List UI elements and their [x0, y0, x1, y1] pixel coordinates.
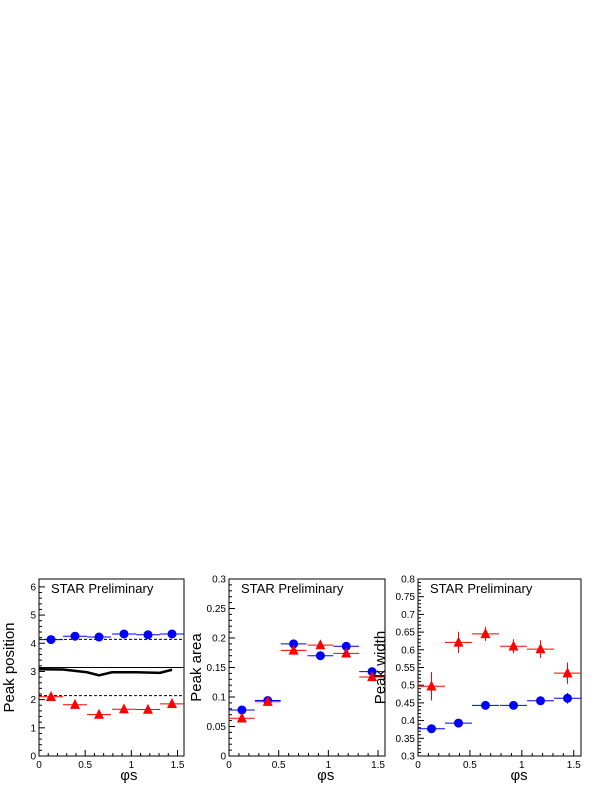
data-point-circle [509, 700, 519, 710]
data-point-triangle [508, 640, 519, 651]
y-tick-label: 0.4 [401, 716, 415, 727]
x-tick-label: 1.5 [567, 760, 581, 771]
y-tick-label: 4 [30, 639, 36, 650]
data-point-circle [480, 700, 490, 710]
data-point-triangle [341, 647, 352, 658]
y-axis-title: Peak area [188, 633, 205, 702]
data-point-triangle [367, 671, 378, 682]
data-point-triangle [562, 667, 573, 678]
data-point-triangle [315, 639, 326, 650]
data-point-circle [426, 724, 436, 734]
data-point-circle [167, 629, 177, 639]
x-tick-label: 1 [519, 760, 525, 771]
thick-curve [38, 667, 173, 677]
data-point-circle [119, 629, 129, 639]
x-tick-label: 0 [226, 760, 232, 771]
data-point-circle [237, 705, 247, 715]
x-axis-title: φs [120, 767, 137, 784]
data-point-circle [563, 693, 573, 703]
y-tick-label: 0.1 [212, 693, 226, 704]
x-tick-label: 1 [129, 760, 135, 771]
x-tick-label: 1 [326, 760, 332, 771]
y-tick-label: 0.25 [207, 604, 227, 615]
x-tick-label: 1.5 [371, 760, 385, 771]
data-point-triangle [142, 703, 153, 714]
x-tick-label: 1.5 [171, 760, 185, 771]
y-tick-label: 0.3 [212, 575, 226, 586]
y-tick-label: 6 [30, 582, 36, 593]
y-tick-label: 0.2 [212, 634, 226, 645]
data-point-circle [94, 632, 104, 642]
y-tick-label: 0 [30, 752, 36, 763]
y-tick-label: 5 [30, 611, 36, 622]
x-tick-label: 0 [36, 760, 42, 771]
data-point-triangle [262, 695, 273, 706]
y-tick-label: 0.65 [396, 628, 416, 639]
data-point-triangle [453, 636, 464, 647]
y-tick-label: 0 [220, 752, 226, 763]
y-tick-label: 0.3 [401, 752, 415, 763]
y-tick-label: 0.35 [396, 734, 416, 745]
y-tick-label: 0.7 [401, 610, 415, 621]
data-point-triangle [480, 628, 491, 639]
y-axis-title: Peak position [1, 622, 18, 712]
data-point-triangle [166, 698, 177, 709]
y-tick-label: 0.6 [401, 645, 415, 656]
panel-label: STAR Preliminary [51, 581, 154, 596]
data-point-circle [315, 651, 325, 661]
data-point-triangle [288, 644, 299, 655]
chart-panel-2: 0 0.05 0.1 0.15 0.2 0.25 0.3 0 0.5 1 1.5 STAR Preli… [188, 575, 386, 784]
data-point-circle [143, 630, 153, 640]
x-tick-label: 0.5 [78, 760, 92, 771]
data-point-triangle [46, 691, 57, 702]
x-tick-label: 0 [415, 760, 421, 771]
chart-panel-3: 0.3 0.35 0.4 0.45 0.5 0.55 0.6 0.65 0.7 0.75 0.8 0 0… [372, 575, 582, 784]
chart-panel-1: 0 1 2 3 4 5 6 0 0.5 1 1.5 STAR Preliminary Peak posi… [1, 578, 185, 784]
y-tick-label: 0.8 [401, 575, 415, 586]
y-tick-label: 0.05 [207, 722, 227, 733]
x-axis-title: φs [317, 767, 334, 784]
y-tick-label: 2 [30, 695, 36, 706]
data-point-circle [341, 641, 351, 651]
panel-label: STAR Preliminary [241, 581, 344, 596]
y-tick-label: 0.5 [401, 681, 415, 692]
y-tick-label: 0.15 [207, 663, 227, 674]
x-tick-label: 0.5 [463, 760, 477, 771]
data-point-triangle [94, 708, 105, 719]
data-point-triangle [535, 643, 546, 654]
y-tick-label: 0.45 [396, 698, 416, 709]
y-axis-title: Peak width [372, 631, 389, 704]
data-point-triangle [426, 680, 437, 691]
data-point-circle [453, 718, 463, 728]
panel-label: STAR Preliminary [430, 581, 533, 596]
data-point-triangle [236, 712, 247, 723]
data-point-circle [289, 639, 299, 649]
x-axis-title: φs [510, 767, 527, 784]
plot-frame [417, 578, 582, 757]
x-tick-label: 0.5 [272, 760, 286, 771]
y-tick-label: 0.75 [396, 592, 416, 603]
y-tick-label: 3 [30, 667, 36, 678]
data-point-circle [536, 696, 546, 706]
y-tick-label: 0.55 [396, 663, 416, 674]
data-point-triangle [118, 703, 129, 714]
data-point-circle [70, 631, 80, 641]
data-point-triangle [70, 698, 81, 709]
y-tick-label: 1 [30, 723, 36, 734]
data-point-circle [46, 635, 56, 645]
plot-frame [228, 578, 386, 757]
